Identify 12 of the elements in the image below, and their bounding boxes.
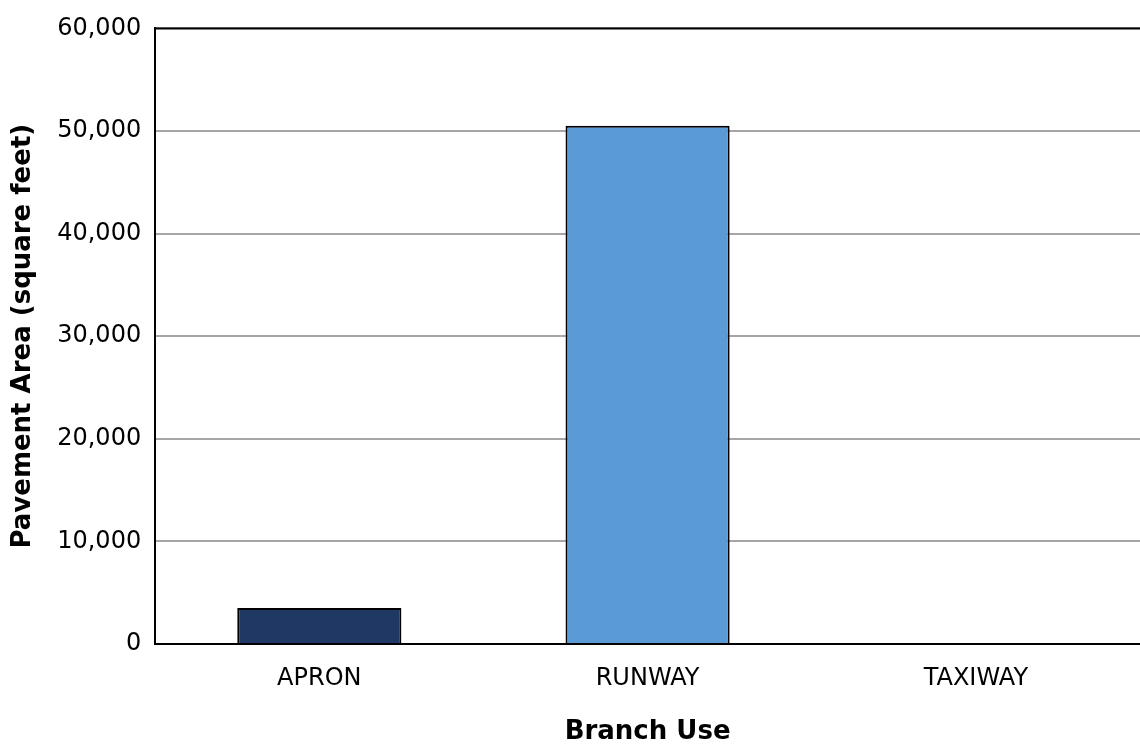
y-tick-label: 60,000	[57, 12, 142, 41]
x-tick-label: RUNWAY	[595, 662, 700, 691]
x-axis-title: Branch Use	[564, 715, 731, 746]
y-tick-label: 10,000	[57, 525, 142, 554]
y-tick-label: 0	[125, 628, 142, 657]
y-axis-title: Pavement Area (square feet)	[6, 123, 37, 549]
x-tick-label: TAXIWAY	[922, 662, 1029, 691]
y-tick-label: 20,000	[57, 423, 142, 452]
y-tick-label: 50,000	[57, 115, 142, 144]
x-tick-label: APRON	[277, 662, 362, 691]
y-tick-label: 30,000	[57, 320, 142, 349]
y-tick-label: 40,000	[57, 217, 142, 246]
